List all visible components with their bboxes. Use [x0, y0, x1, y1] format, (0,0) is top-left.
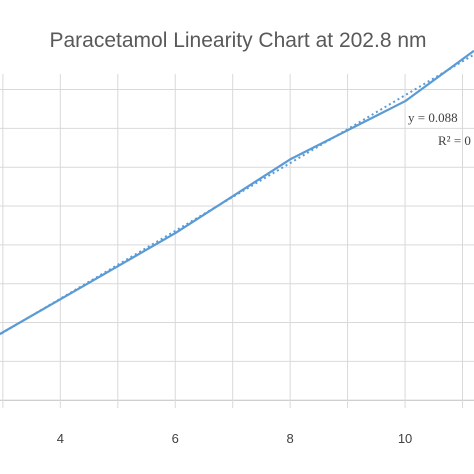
y-gridlines — [0, 89, 474, 401]
series-group — [0, 49, 474, 336]
x-tick-label: 10 — [398, 431, 412, 446]
x-gridlines — [2, 74, 464, 408]
trendline-group — [0, 53, 474, 336]
x-tick-label: 8 — [287, 431, 294, 446]
trendline — [0, 53, 474, 336]
series-line — [0, 49, 474, 336]
trendline-r-squared: R² = 0 — [438, 133, 471, 148]
x-tick-labels: 4 6 8 10 — [57, 431, 413, 446]
trendline-equation: y = 0.088 — [408, 110, 458, 125]
x-tick-label: 4 — [57, 431, 64, 446]
chart-title: Paracetamol Linearity Chart at 202.8 nm — [49, 29, 426, 52]
x-tick-label: 6 — [172, 431, 179, 446]
